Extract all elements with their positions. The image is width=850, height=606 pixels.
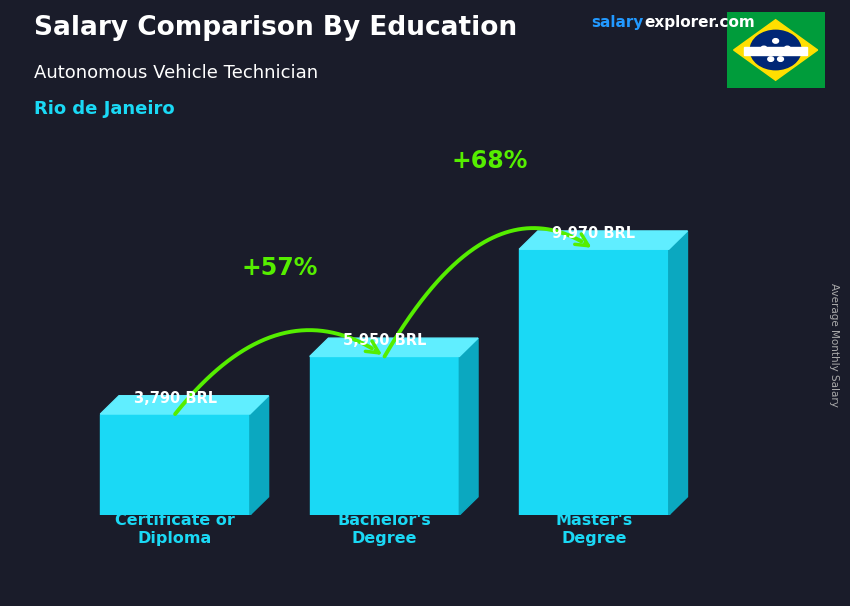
Text: +57%: +57% <box>241 256 318 280</box>
Polygon shape <box>519 249 669 515</box>
Text: Bachelor's
Degree: Bachelor's Degree <box>337 513 432 545</box>
Text: Rio de Janeiro: Rio de Janeiro <box>34 100 174 118</box>
Polygon shape <box>309 338 478 356</box>
Circle shape <box>768 57 774 61</box>
Circle shape <box>785 46 791 51</box>
Polygon shape <box>669 231 688 515</box>
Text: Certificate or
Diploma: Certificate or Diploma <box>115 513 235 545</box>
Polygon shape <box>309 356 459 515</box>
Text: Salary Comparison By Education: Salary Comparison By Education <box>34 15 517 41</box>
Polygon shape <box>250 396 269 515</box>
Circle shape <box>761 46 767 51</box>
Polygon shape <box>519 231 688 249</box>
Text: Master's
Degree: Master's Degree <box>555 513 632 545</box>
Text: 5,950 BRL: 5,950 BRL <box>343 333 426 348</box>
Circle shape <box>778 57 784 61</box>
Polygon shape <box>459 338 478 515</box>
Text: 9,970 BRL: 9,970 BRL <box>552 226 636 241</box>
Text: Autonomous Vehicle Technician: Autonomous Vehicle Technician <box>34 64 318 82</box>
Text: explorer.com: explorer.com <box>644 15 755 30</box>
Text: Average Monthly Salary: Average Monthly Salary <box>829 284 839 407</box>
Polygon shape <box>100 414 250 515</box>
Text: 3,790 BRL: 3,790 BRL <box>133 391 217 405</box>
Polygon shape <box>100 396 269 414</box>
Circle shape <box>773 39 779 43</box>
Bar <box>745 47 807 55</box>
Polygon shape <box>734 20 818 80</box>
Text: +68%: +68% <box>451 148 528 173</box>
Circle shape <box>751 30 801 70</box>
Text: salary: salary <box>591 15 643 30</box>
